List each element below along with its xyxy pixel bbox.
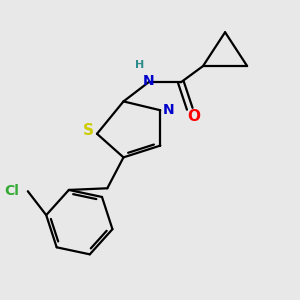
Text: H: H [135, 60, 144, 70]
Text: S: S [83, 123, 94, 138]
Text: N: N [143, 74, 154, 88]
Text: O: O [188, 109, 201, 124]
Text: Cl: Cl [4, 184, 19, 198]
Text: N: N [163, 103, 174, 117]
